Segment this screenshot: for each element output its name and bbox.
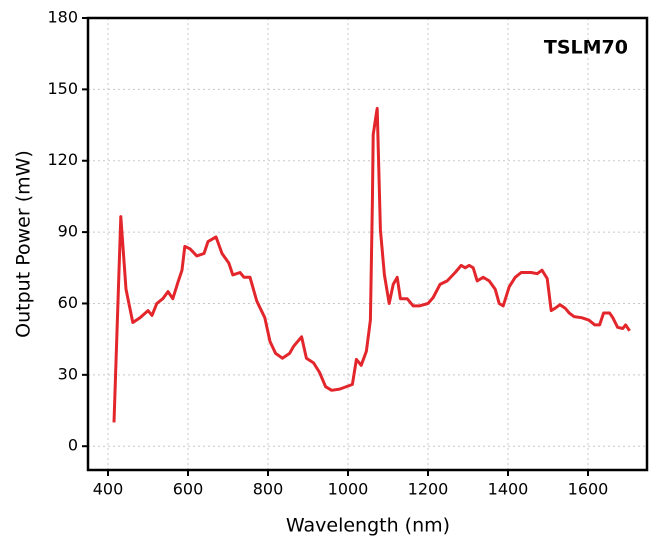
x-axis-label: Wavelength (nm) <box>286 515 450 537</box>
x-tick-label: 600 <box>173 480 204 499</box>
y-tick-label: 90 <box>58 222 78 241</box>
y-tick-label: 120 <box>47 150 78 169</box>
y-tick-label: 60 <box>58 293 78 312</box>
series-line <box>112 106 631 423</box>
x-tick-label: 400 <box>93 480 124 499</box>
y-tick-label: 180 <box>47 8 78 27</box>
x-tick-label: 800 <box>253 480 284 499</box>
x-tick-label: 1600 <box>568 480 609 499</box>
x-tick-label: 1200 <box>408 480 449 499</box>
plot-frame <box>86 16 649 472</box>
y-tick-label: 150 <box>47 79 78 98</box>
x-tick-label: 1000 <box>328 480 369 499</box>
y-tick-label: 30 <box>58 364 78 383</box>
y-axis-label: Output Power (mW) <box>13 150 35 338</box>
annotation: TSLM70 <box>544 37 628 59</box>
y-tick-label: 0 <box>68 436 78 455</box>
x-tick-label: 1400 <box>488 480 529 499</box>
